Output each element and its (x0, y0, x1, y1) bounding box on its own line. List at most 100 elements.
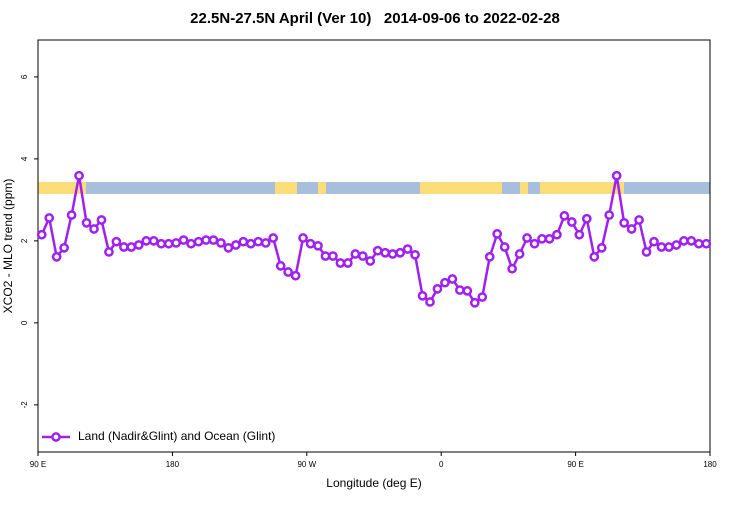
data-point (432, 283, 443, 294)
data-point (462, 286, 473, 296)
data-point (178, 235, 189, 245)
x-tick-label: 0 (439, 460, 444, 469)
legend-marker (51, 432, 61, 442)
data-point (410, 249, 420, 260)
data-point (89, 224, 99, 234)
data-point (171, 238, 181, 248)
surface-band (38, 182, 710, 194)
data-point (148, 236, 159, 246)
data-point (574, 229, 585, 240)
data-point (679, 236, 689, 246)
data-point (59, 242, 69, 253)
data-point (664, 242, 674, 252)
x-tick-label: 180 (166, 460, 180, 469)
chart-title: 22.5N-27.5N April (Ver 10) 2014-09-06 to… (190, 10, 560, 27)
data-point (596, 242, 607, 253)
data-point (119, 242, 129, 252)
data-point (499, 242, 510, 252)
land-band (38, 182, 86, 194)
data-point (492, 229, 503, 239)
data-point (447, 274, 458, 284)
data-point (395, 247, 405, 258)
data-point (537, 233, 547, 244)
data-point (544, 233, 555, 244)
data-point (343, 258, 353, 268)
x-tick-label: 90 W (297, 460, 316, 469)
data-point (559, 211, 570, 221)
data-point (693, 238, 704, 249)
data-point (581, 213, 592, 224)
data-point (260, 238, 271, 248)
data-point (611, 170, 622, 181)
data-point (514, 249, 525, 259)
data-point (193, 236, 204, 247)
data-point (455, 285, 465, 295)
data-point (649, 236, 659, 247)
data-point (74, 170, 84, 181)
land-band (275, 182, 297, 194)
data-point (507, 263, 517, 274)
data-point (402, 244, 413, 254)
data-point (552, 229, 562, 240)
data-point (186, 238, 196, 249)
data-point (156, 238, 167, 249)
data-point (335, 258, 346, 268)
data-point (425, 297, 435, 307)
data-point (626, 224, 637, 234)
data-point (141, 236, 152, 246)
data-point (36, 229, 47, 240)
data-point (245, 238, 256, 249)
data-point (104, 247, 114, 257)
data-point (671, 240, 682, 250)
y-tick-label: 4 (20, 156, 29, 161)
data-point (81, 217, 92, 228)
data-point (350, 249, 361, 259)
data-point (477, 292, 488, 302)
y-tick-label: -2 (20, 401, 29, 409)
data-point (634, 215, 644, 225)
data-point (126, 242, 137, 252)
y-tick-label: 0 (20, 320, 29, 325)
data-point (208, 235, 219, 245)
data-point (44, 213, 55, 223)
data-point (253, 236, 264, 247)
land-band (318, 182, 326, 194)
data-point (372, 245, 383, 256)
data-point (686, 236, 697, 246)
data-point (567, 217, 577, 227)
data-point (387, 249, 398, 259)
data-point (290, 270, 301, 281)
data-point (365, 256, 376, 266)
data-point (641, 247, 652, 257)
data-point (469, 297, 480, 308)
data-point (357, 251, 368, 261)
y-axis-label: XCO2 - MLO trend (ppm) (1, 179, 15, 314)
data-point (701, 238, 712, 249)
data-point (529, 238, 540, 249)
y-tick-label: 2 (20, 238, 29, 243)
data-point (275, 261, 286, 271)
data-point (268, 233, 279, 243)
data-point (223, 242, 234, 253)
data-point (298, 233, 308, 243)
land-band (540, 182, 624, 194)
data-point (283, 267, 293, 277)
data-point (111, 236, 122, 247)
data-point (522, 233, 532, 243)
data-point (231, 240, 241, 250)
data-point (328, 251, 338, 261)
land-band (420, 182, 502, 194)
data-point (484, 252, 495, 262)
data-point (163, 238, 174, 249)
data-point (417, 290, 428, 301)
legend-label: Land (Nadir&Glint) and Ocean (Glint) (78, 429, 275, 443)
data-point (619, 217, 629, 228)
data-point (96, 215, 107, 225)
data-point (201, 235, 211, 245)
data-point (656, 242, 667, 252)
x-axis-label: Longitude (deg E) (326, 476, 421, 490)
data-point (440, 277, 450, 288)
data-point (589, 252, 600, 262)
data-point (216, 238, 226, 248)
